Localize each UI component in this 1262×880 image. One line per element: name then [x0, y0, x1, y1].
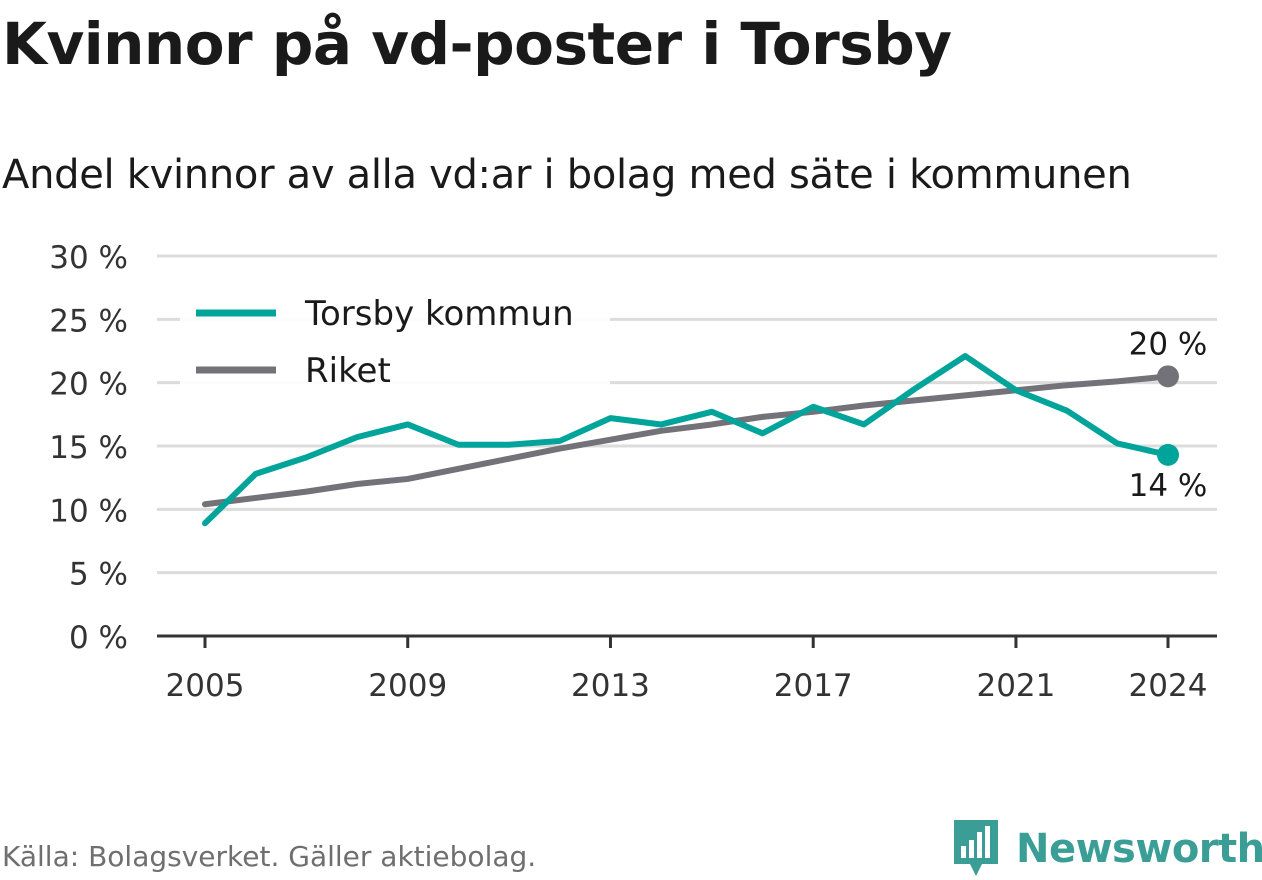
y-tick-label: 30 % [49, 240, 128, 276]
source-note: Källa: Bolagsverket. Gäller aktiebolag. [2, 840, 537, 873]
data-point [610, 418, 611, 419]
chart-title: Kvinnor på vd-poster i Torsby [2, 10, 952, 78]
data-point [813, 411, 814, 412]
x-axis-ticks: 2005 2009 2013 2017 2021 2024 [166, 636, 1208, 704]
data-point [559, 448, 560, 449]
brand-logo[interactable]: Newsworthy [952, 818, 1262, 880]
y-tick-label: 20 % [49, 367, 128, 403]
end-point-marker [1157, 443, 1179, 466]
y-axis-ticks: 0 % 5 % 10 % 15 % 20 % 25 % 30 % [49, 240, 128, 656]
data-point [255, 497, 256, 498]
data-point [357, 484, 358, 485]
data-point [509, 444, 510, 445]
data-point [965, 356, 966, 357]
data-point [762, 433, 763, 434]
y-tick-label: 5 % [69, 557, 128, 593]
data-point [407, 424, 408, 425]
data-point [610, 439, 611, 440]
data-point [965, 395, 966, 396]
y-tick-label: 0 % [69, 620, 128, 656]
x-tick-label: 2024 [1129, 668, 1208, 704]
data-point [205, 504, 206, 505]
data-point [914, 389, 915, 390]
data-point [863, 405, 864, 406]
series-lines [202, 353, 1179, 527]
legend: Torsby kommun Riket [180, 286, 610, 391]
x-tick-label: 2017 [774, 668, 853, 704]
x-tick-label: 2021 [976, 668, 1055, 704]
data-point [863, 424, 864, 425]
x-tick-label: 2009 [368, 668, 447, 704]
data-point [458, 444, 459, 445]
data-point [559, 440, 560, 441]
data-point [306, 457, 307, 458]
brand-name: Newsworthy [1016, 826, 1262, 872]
data-point [1117, 443, 1118, 444]
data-point [661, 430, 662, 431]
newsworthy-logo-icon [954, 820, 998, 876]
chart-subtitle: Andel kvinnor av alla vd:ar i bolag med … [2, 152, 1132, 198]
data-point [762, 416, 763, 417]
data-point [711, 424, 712, 425]
data-point [1066, 410, 1067, 411]
data-point [509, 458, 510, 459]
data-point [205, 523, 206, 524]
data-point [1066, 385, 1067, 386]
end-point-marker [1157, 365, 1179, 388]
data-point [914, 400, 915, 401]
y-tick-label: 15 % [49, 430, 128, 466]
data-point [813, 406, 814, 407]
end-value-label: 20 % [1129, 326, 1208, 362]
data-point [306, 491, 307, 492]
y-tick-label: 25 % [49, 303, 128, 339]
data-point [357, 437, 358, 438]
series-line-torsby [202, 353, 1171, 527]
data-point [661, 424, 662, 425]
end-value-label: 14 % [1129, 468, 1208, 504]
x-tick-label: 2005 [166, 668, 245, 704]
end-labels: 20 % 14 % [1129, 326, 1208, 504]
data-point [458, 468, 459, 469]
legend-entry: Riket [305, 351, 391, 391]
y-tick-label: 10 % [49, 493, 128, 529]
legend-entry: Torsby kommun [304, 294, 574, 334]
data-point [407, 478, 408, 479]
data-point [1117, 381, 1118, 382]
x-tick-label: 2013 [571, 668, 650, 704]
data-point [711, 411, 712, 412]
data-point [255, 473, 256, 474]
data-point [1015, 390, 1016, 391]
series-line-riket [202, 373, 1171, 508]
